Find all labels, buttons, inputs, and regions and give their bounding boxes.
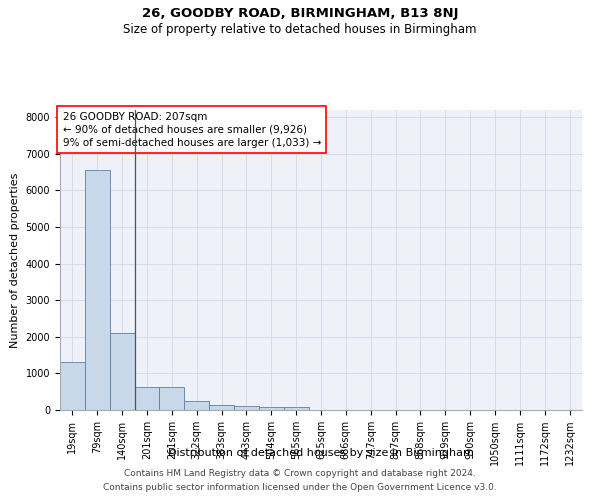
- Bar: [85, 170, 110, 410]
- Bar: [259, 408, 284, 410]
- Bar: [209, 405, 234, 410]
- Text: 26 GOODBY ROAD: 207sqm
← 90% of detached houses are smaller (9,926)
9% of semi-d: 26 GOODBY ROAD: 207sqm ← 90% of detached…: [62, 112, 321, 148]
- Bar: [234, 406, 259, 410]
- Bar: [134, 388, 160, 410]
- Y-axis label: Number of detached properties: Number of detached properties: [10, 172, 20, 348]
- Bar: [284, 408, 308, 410]
- Text: Contains HM Land Registry data © Crown copyright and database right 2024.: Contains HM Land Registry data © Crown c…: [124, 468, 476, 477]
- Text: Distribution of detached houses by size in Birmingham: Distribution of detached houses by size …: [168, 448, 474, 458]
- Bar: [60, 362, 85, 410]
- Text: Contains public sector information licensed under the Open Government Licence v3: Contains public sector information licen…: [103, 484, 497, 492]
- Bar: [184, 401, 209, 410]
- Bar: [110, 333, 134, 410]
- Text: 26, GOODBY ROAD, BIRMINGHAM, B13 8NJ: 26, GOODBY ROAD, BIRMINGHAM, B13 8NJ: [142, 8, 458, 20]
- Text: Size of property relative to detached houses in Birmingham: Size of property relative to detached ho…: [123, 22, 477, 36]
- Bar: [160, 388, 184, 410]
